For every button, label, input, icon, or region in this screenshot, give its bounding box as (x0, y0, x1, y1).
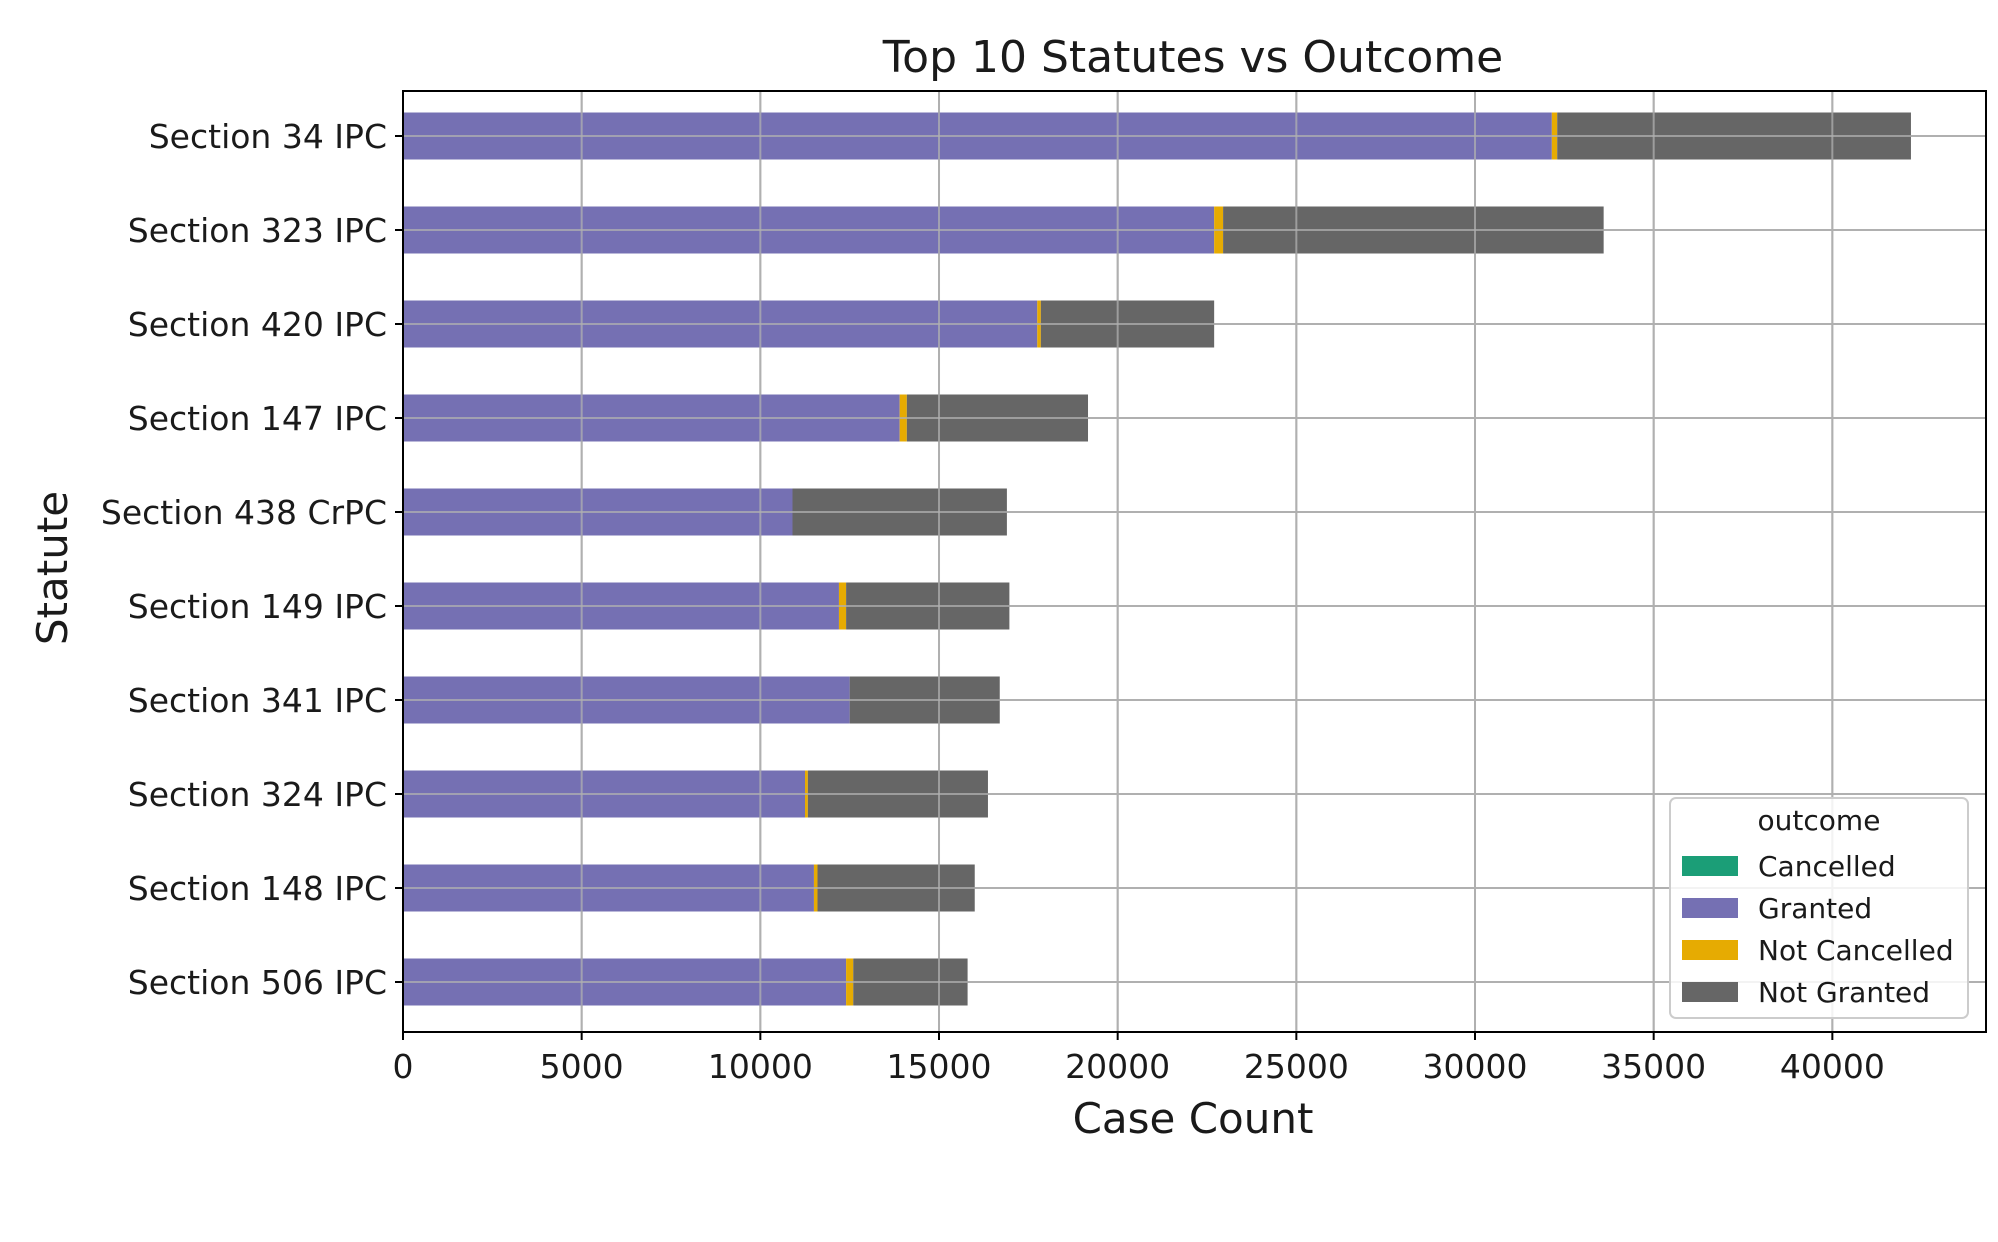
legend-label: Not Cancelled (1758, 934, 1954, 967)
x-tick-label: 35000 (1601, 1047, 1706, 1086)
y-tick-label: Section 147 IPC (128, 399, 387, 438)
x-tick-label: 25000 (1244, 1047, 1349, 1086)
y-tick-label: Section 420 IPC (128, 305, 387, 344)
x-tick-label: 5000 (540, 1047, 624, 1086)
legend-swatch (1682, 856, 1738, 876)
legend-title: outcome (1758, 804, 1881, 837)
y-tick-label: Section 323 IPC (128, 211, 387, 250)
x-axis-ticks: 0 5000 10000 15000 20000 25000 30000 35000 40000 (393, 1032, 1885, 1086)
legend-swatch (1682, 898, 1738, 918)
x-tick-label: 15000 (887, 1047, 992, 1086)
x-tick-label: 10000 (708, 1047, 813, 1086)
y-tick-label: Section 341 IPC (128, 681, 387, 720)
x-tick-label: 20000 (1065, 1047, 1170, 1086)
plot-area-frame (402, 90, 1987, 1033)
legend-label: Not Granted (1758, 976, 1930, 1009)
y-axis-title: Statute (28, 491, 77, 645)
legend-frame (1669, 797, 1969, 1019)
y-tick-label: Section 324 IPC (128, 775, 387, 814)
chart-title: Top 10 Statutes vs Outcome (882, 32, 1504, 83)
x-tick-label: 30000 (1423, 1047, 1528, 1086)
y-axis-ticks: Section 34 IPC Section 323 IPC Section 420… (101, 117, 403, 1002)
y-tick-label: Section 148 IPC (128, 869, 387, 908)
y-tick-label: Section 438 CrPC (101, 493, 387, 532)
x-tick-label: 40000 (1780, 1047, 1885, 1086)
legend-swatch (1682, 940, 1738, 960)
legend-label: Granted (1758, 892, 1872, 925)
legend: outcome Cancelled Granted Not Cancelled Not… (1669, 797, 1969, 1019)
legend-swatch (1682, 982, 1738, 1002)
legend-label: Cancelled (1758, 850, 1896, 883)
y-tick-label: Section 149 IPC (128, 587, 387, 626)
legend-items: Cancelled Granted Not Cancelled Not Granted (1682, 850, 1954, 1009)
y-tick-label: Section 506 IPC (128, 963, 387, 1002)
x-axis-title: Case Count (1073, 1094, 1314, 1143)
y-tick-label: Section 34 IPC (149, 117, 387, 156)
bar-layer (402, 91, 1986, 1032)
x-tick-label: 0 (393, 1047, 414, 1086)
